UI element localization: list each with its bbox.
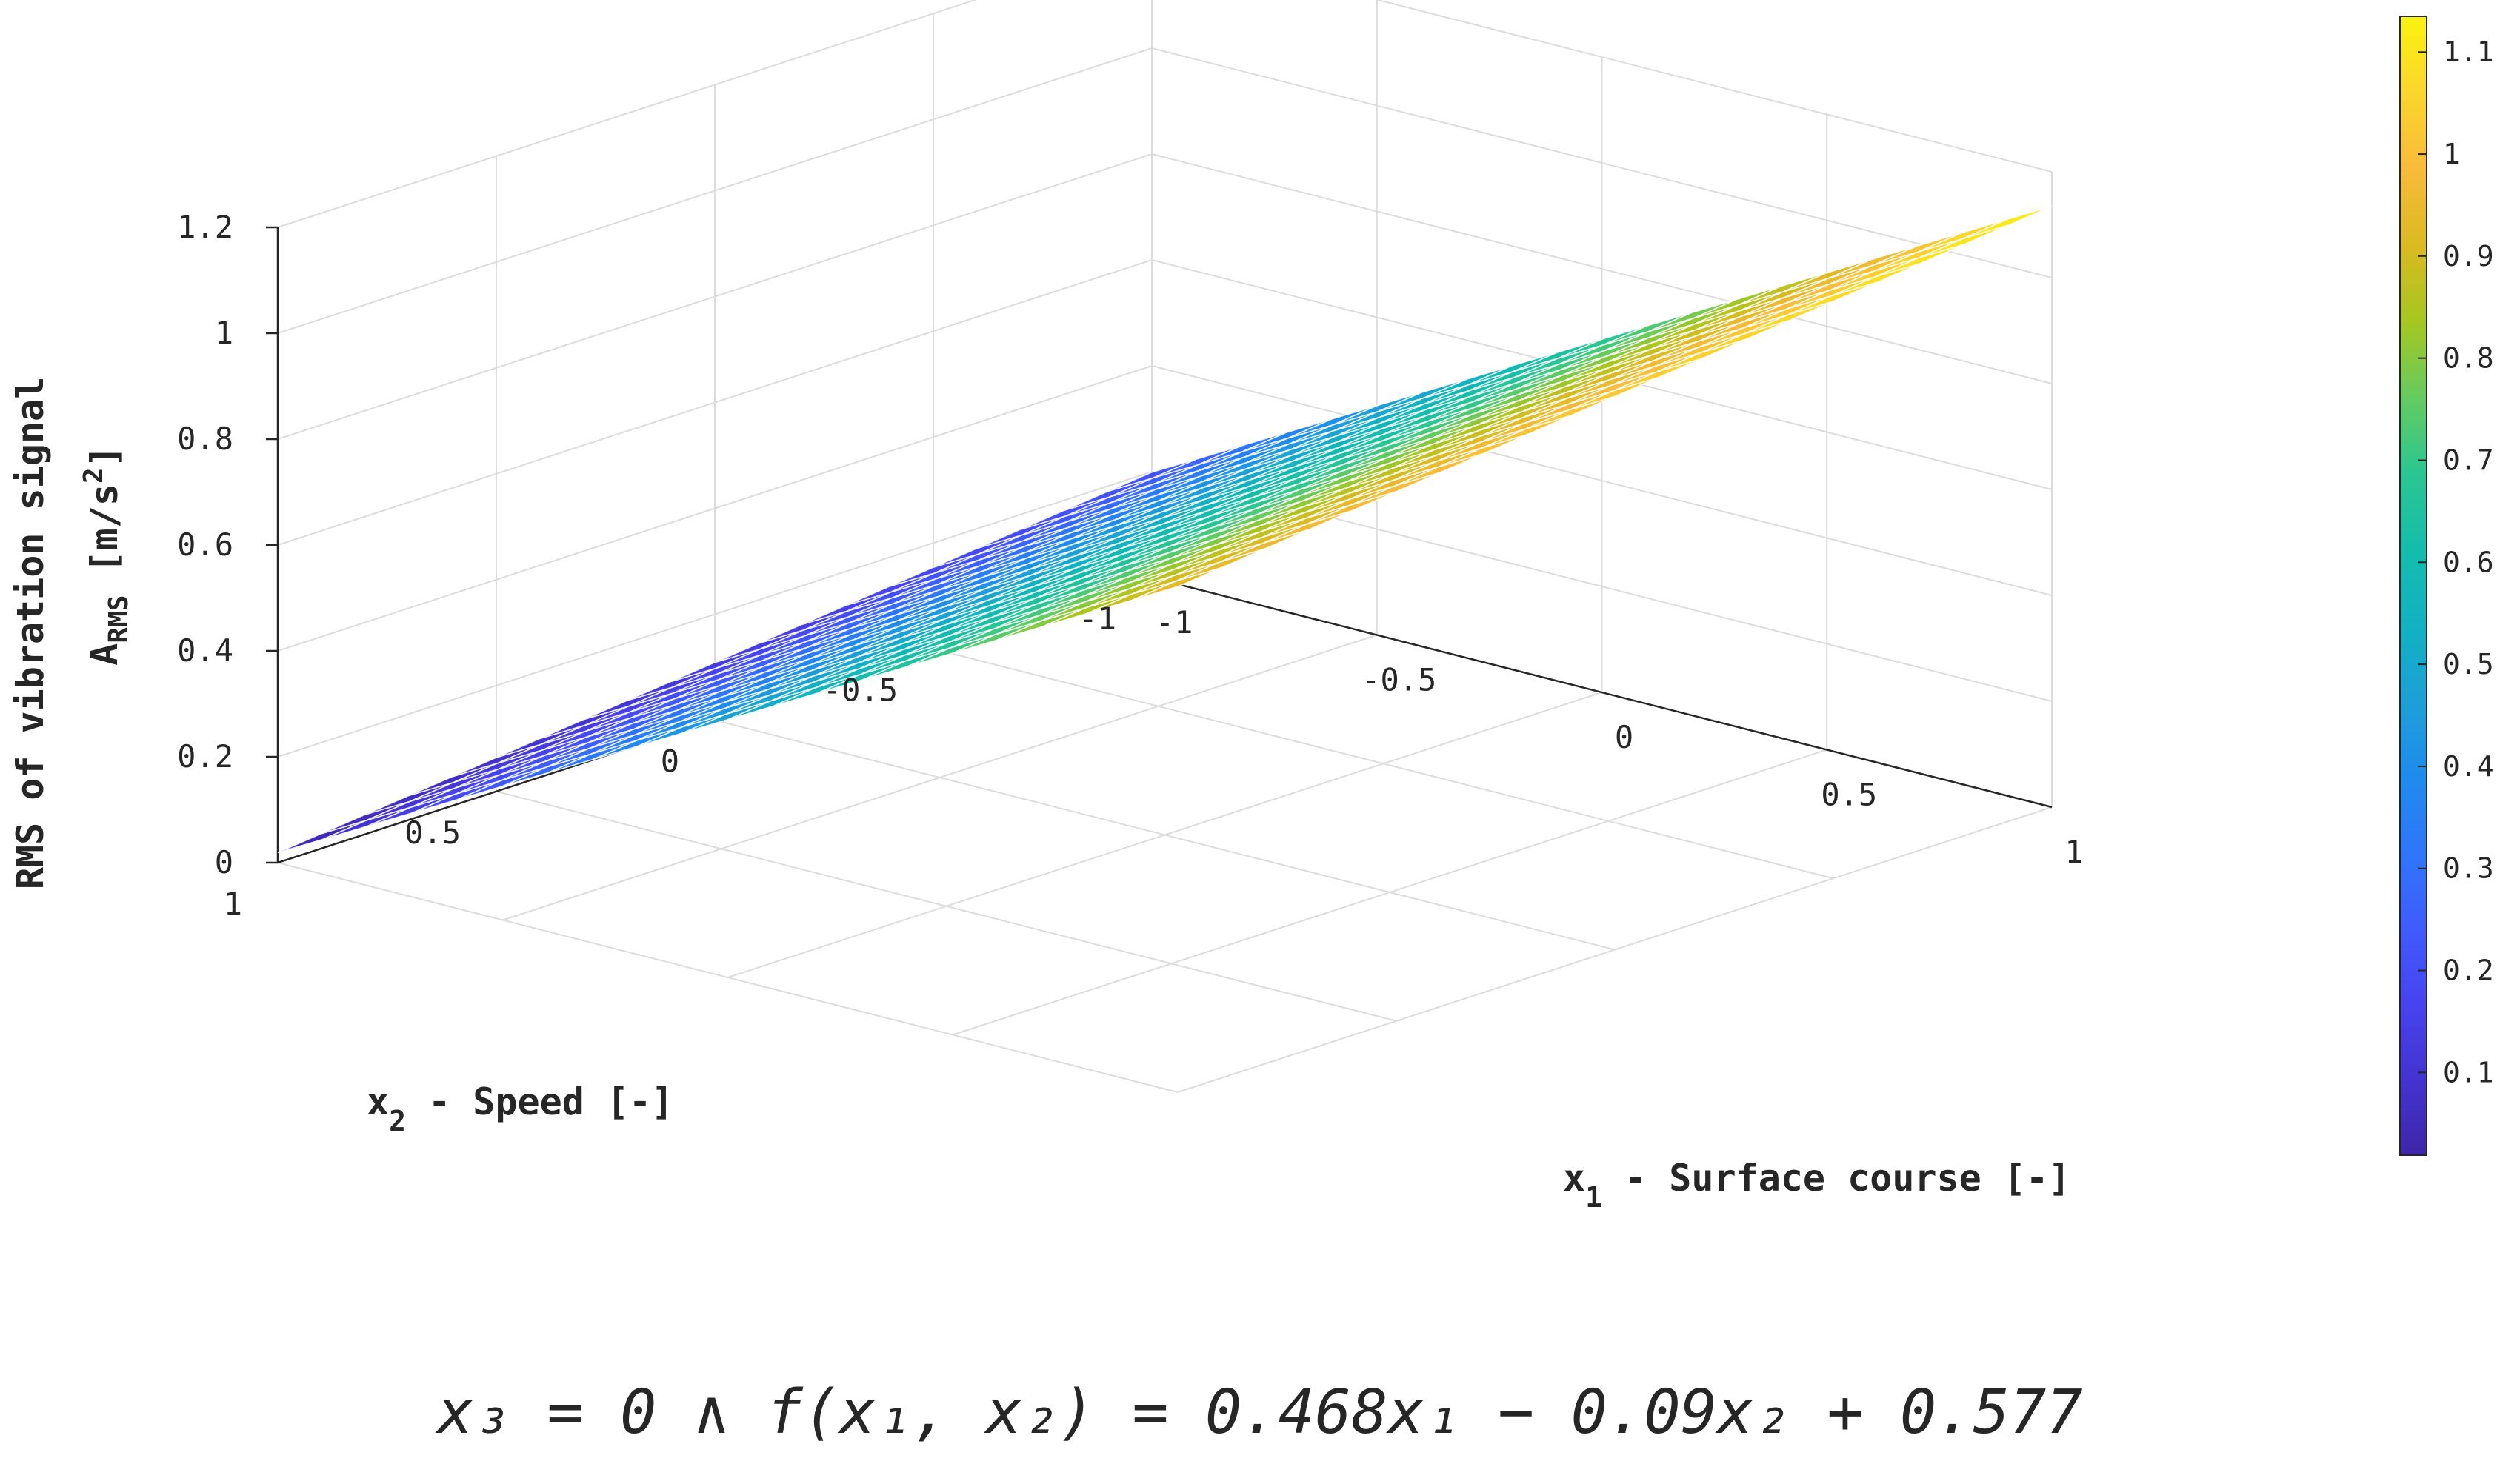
x-axis-line — [1151, 576, 2053, 809]
surface-patch — [1962, 205, 2053, 239]
colorbar-gradient — [2399, 16, 2427, 1156]
surface-patch — [1918, 218, 2007, 253]
y-tick-label: -1 — [1079, 601, 1116, 637]
colorbar-tick-label: 0.3 — [2443, 852, 2494, 885]
colorbar-tick-label: 0.2 — [2443, 955, 2494, 987]
x-tick-label: -1 — [1156, 604, 1193, 641]
colorbar-tick-label: 1 — [2443, 138, 2460, 170]
z-tick-label: 0.6 — [177, 526, 233, 563]
colorbar-ticks: 0.1 0.2 0.3 0.4 0.5 0.6 0.7 0.8 0.9 1 1.1 — [2418, 36, 2494, 1089]
colorbar-tick-label: 0.4 — [2443, 750, 2494, 783]
tick-labels: 0 0.2 0.4 0.6 0.8 1 1.2 -1 -0.5 0 0.5 1 -1 -0.5 0 0.5 1 — [177, 209, 2084, 922]
z-tick-label: 0.2 — [177, 738, 233, 775]
colorbar-tick-label: 0.8 — [2443, 342, 2494, 375]
colorbar-tick-label: 1.1 — [2443, 36, 2494, 68]
z-tick-label: 1.2 — [177, 209, 233, 245]
gridline-x-floor — [1177, 806, 2053, 1093]
z-axis-label-line2: ARMS [m/s2] — [79, 445, 134, 665]
colorbar-tick-label: 0.7 — [2443, 444, 2494, 476]
gridline-x-floor — [727, 692, 1602, 978]
y-axis-label: x2 - Speed [-] — [367, 1080, 673, 1137]
colorbar-tick-label: 0.5 — [2443, 648, 2494, 681]
z-tick-label: 0.4 — [177, 632, 233, 669]
x-tick-label: 0 — [1615, 719, 1633, 755]
y-tick-label: -0.5 — [823, 672, 898, 708]
z-tick-label: 0 — [215, 844, 233, 880]
gridline-x-floor — [952, 749, 1827, 1036]
z-tick-label: 1 — [215, 315, 233, 351]
surface-mesh — [277, 205, 2053, 854]
formula-caption: x₃ = 0 ∧ f(x₁, x₂) = 0.468x₁ − 0.09x₂ + … — [435, 1377, 2083, 1448]
colorbar: 0.1 0.2 0.3 0.4 0.5 0.6 0.7 0.8 0.9 1 1.1 — [2399, 16, 2494, 1156]
x-tick-label: 1 — [2064, 834, 2083, 870]
x-axis-label: x1 - Surface course [-] — [1563, 1157, 2070, 1214]
y-tick-label: 1 — [224, 886, 242, 922]
y-tick-label: 0.5 — [404, 815, 461, 851]
z-axis-label-line1: RMS of vibration signal — [9, 377, 52, 889]
colorbar-tick-label: 0.6 — [2443, 546, 2494, 578]
gridline-x-floor — [502, 634, 1378, 921]
y-tick-label: 0 — [661, 743, 679, 780]
colorbar-tick-label: 0.9 — [2443, 240, 2494, 273]
z-tick-label: 0.8 — [177, 421, 233, 457]
x-tick-label: -0.5 — [1361, 662, 1436, 698]
x-tick-label: 0.5 — [1821, 777, 1877, 813]
colorbar-tick-label: 0.1 — [2443, 1056, 2494, 1089]
